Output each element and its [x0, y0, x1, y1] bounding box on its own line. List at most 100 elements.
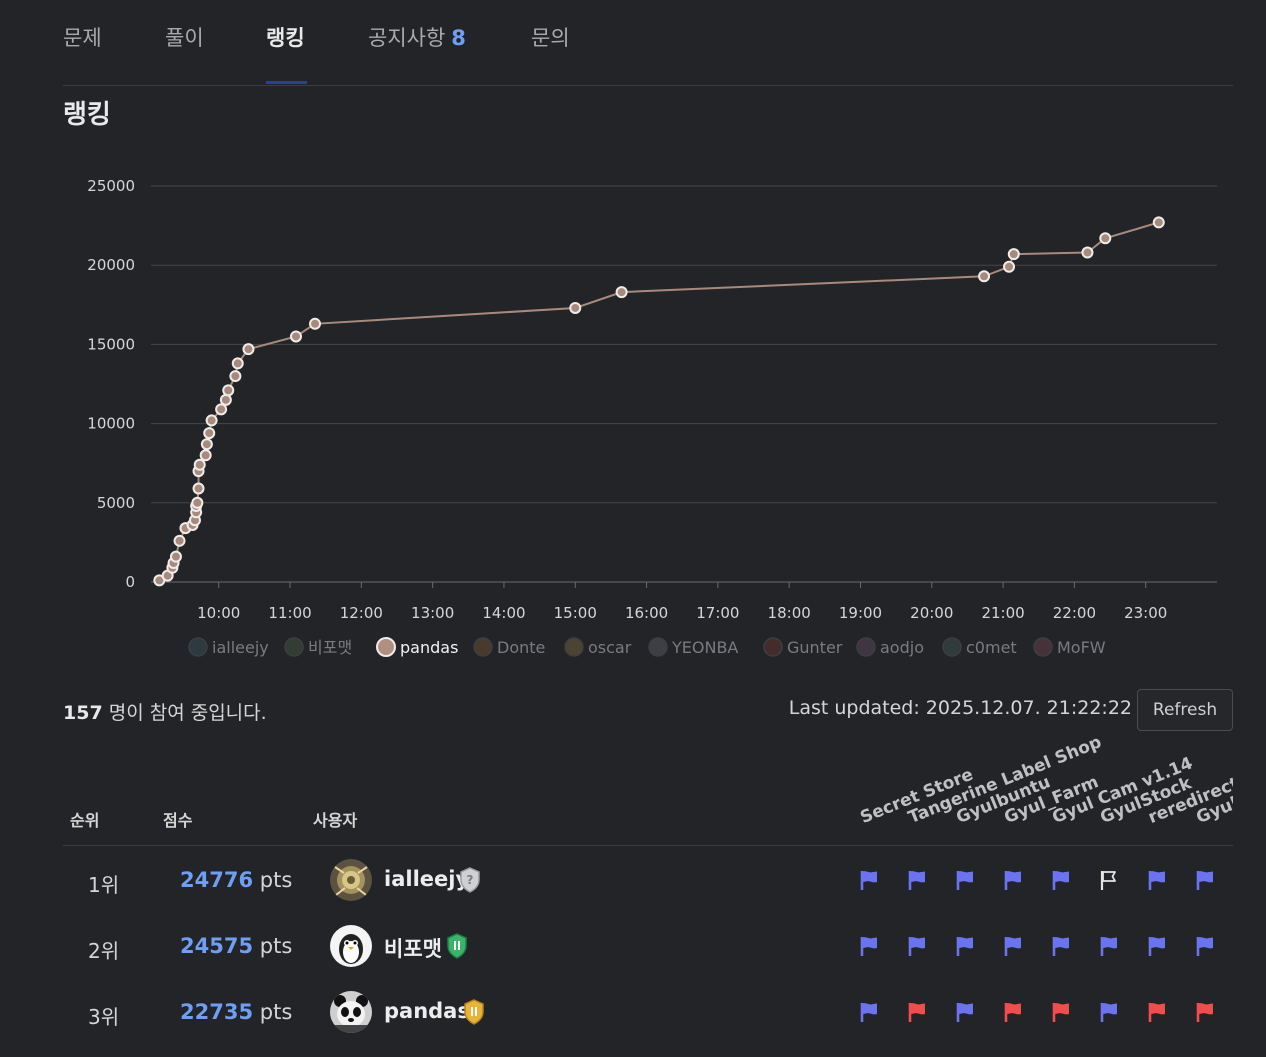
tab-label: 풀이 [165, 26, 204, 50]
data-point [978, 270, 991, 283]
svg-text:?: ? [467, 873, 474, 887]
solved-flag-icon [1002, 869, 1024, 891]
legend-label: YEONBA [671, 638, 738, 657]
data-point [1081, 246, 1094, 259]
tab-label: 문제 [63, 26, 102, 50]
x-tick-label: 20:00 [910, 604, 953, 622]
tab-ranking[interactable]: 랭킹 [266, 22, 305, 52]
participant-count: 157 명이 참여 중입니다. [63, 698, 267, 725]
legend-item-Donte[interactable]: Donte [473, 637, 545, 657]
x-tick-label: 22:00 [1053, 604, 1096, 622]
data-point [192, 482, 205, 495]
participant-number: 157 [63, 702, 103, 724]
legend-swatch [856, 637, 876, 657]
data-point [169, 550, 182, 563]
user-column-header: 사용자 [313, 811, 358, 830]
avatar[interactable] [330, 925, 372, 967]
legend-item-비포맷[interactable]: 비포맷 [284, 637, 352, 657]
tab-label: 랭킹 [266, 26, 305, 50]
data-point [569, 301, 582, 314]
tab-label: 문의 [531, 26, 570, 50]
score-value: 24575 [180, 934, 254, 958]
username-link[interactable]: ialleejy [384, 867, 470, 891]
legend-swatch [564, 637, 584, 657]
challenge-headers: Secret Store Tangerine Label Shop Gyulbunt… [820, 700, 1233, 840]
solved-flag-icon [858, 935, 880, 957]
data-point [309, 317, 321, 330]
username-link[interactable]: pandas [384, 999, 470, 1023]
y-tick-label: 15000 [87, 335, 135, 353]
table-divider [63, 845, 1233, 846]
legend-item-Gunter[interactable]: Gunter [763, 637, 843, 657]
tab-solutions[interactable]: 풀이 [165, 22, 204, 52]
data-point [203, 427, 216, 440]
page-title: 랭킹 [63, 100, 111, 130]
solved-flag-icon [1146, 935, 1168, 957]
username-link[interactable]: 비포맷 [384, 937, 442, 961]
data-point [1099, 232, 1112, 245]
score-unit: pts [259, 868, 293, 892]
legend-label: aodjo [880, 638, 924, 657]
y-tick-label: 5000 [97, 494, 135, 512]
legend-label: oscar [588, 638, 632, 657]
legend-label: 비포맷 [308, 638, 352, 657]
tab-inquiry[interactable]: 문의 [531, 22, 570, 52]
active-tab-indicator [266, 81, 307, 84]
x-tick-label: 15:00 [554, 604, 597, 622]
data-point [191, 496, 204, 509]
solved-flag-icon [1098, 1001, 1120, 1023]
avatar[interactable] [330, 859, 372, 901]
x-tick-label: 12:00 [340, 604, 383, 622]
table-row: 1위 24776 pts ialleejy? [63, 847, 1233, 913]
avatar[interactable] [330, 991, 372, 1033]
data-point [1003, 260, 1016, 273]
legend-label: Gunter [787, 638, 843, 657]
x-tick-label: 11:00 [268, 604, 311, 622]
y-tick-label: 20000 [87, 256, 135, 274]
solved-flag-icon [906, 869, 928, 891]
legend-label: MoFW [1057, 638, 1106, 657]
data-point [222, 384, 235, 397]
legend-swatch [942, 637, 962, 657]
solved-flag-icon [1194, 935, 1216, 957]
legend-item-oscar[interactable]: oscar [564, 637, 632, 657]
rank-column-header: 순위 [70, 811, 100, 830]
tier-shield-icon: ? [459, 867, 481, 893]
first-blood-flag-icon [1002, 1001, 1024, 1023]
data-point [219, 393, 232, 406]
data-point [215, 403, 228, 416]
table-row: 3위 22735 pts pandas [63, 979, 1233, 1045]
x-tick-label: 17:00 [696, 604, 739, 622]
legend-item-ialleejy[interactable]: ialleejy [188, 637, 269, 657]
tab-label: 공지사항 [368, 26, 446, 50]
legend-item-c0met[interactable]: c0met [942, 637, 1017, 657]
legend-item-YEONBA[interactable]: YEONBA [648, 637, 738, 657]
x-tick-label: 21:00 [981, 604, 1024, 622]
legend-label: Donte [497, 638, 545, 657]
first-blood-flag-icon [1050, 1001, 1072, 1023]
solved-flag-icon [954, 869, 976, 891]
data-point [229, 370, 242, 383]
legend-label: c0met [966, 638, 1017, 657]
x-tick-label: 18:00 [768, 604, 811, 622]
data-point [193, 458, 206, 471]
first-blood-flag-icon [1194, 1001, 1216, 1023]
solved-flag-icon [1194, 869, 1216, 891]
legend-item-pandas[interactable]: pandas [376, 637, 458, 657]
participant-suffix: 명이 참여 중입니다. [102, 702, 267, 724]
legend-swatch [188, 637, 208, 657]
legend-swatch [376, 637, 396, 657]
legend-item-MoFW[interactable]: MoFW [1033, 637, 1106, 657]
legend-swatch [763, 637, 783, 657]
score-cell: 24776 pts [180, 868, 292, 892]
legend-item-aodjo[interactable]: aodjo [856, 637, 924, 657]
ranking-chart: 0 5000 10000 15000 20000 25000 10:00 11:00 12:00… [87, 177, 1217, 657]
unsolved-flag-icon [1098, 869, 1120, 891]
series-line-pandas [158, 221, 1160, 582]
tab-notices[interactable]: 공지사항 8 [368, 22, 466, 52]
tab-problems[interactable]: 문제 [63, 22, 102, 52]
score-column-header: 점수 [163, 811, 193, 830]
refresh-button[interactable]: Refresh [1137, 689, 1233, 731]
data-point [1007, 248, 1020, 261]
solved-flag-icon [1002, 935, 1024, 957]
